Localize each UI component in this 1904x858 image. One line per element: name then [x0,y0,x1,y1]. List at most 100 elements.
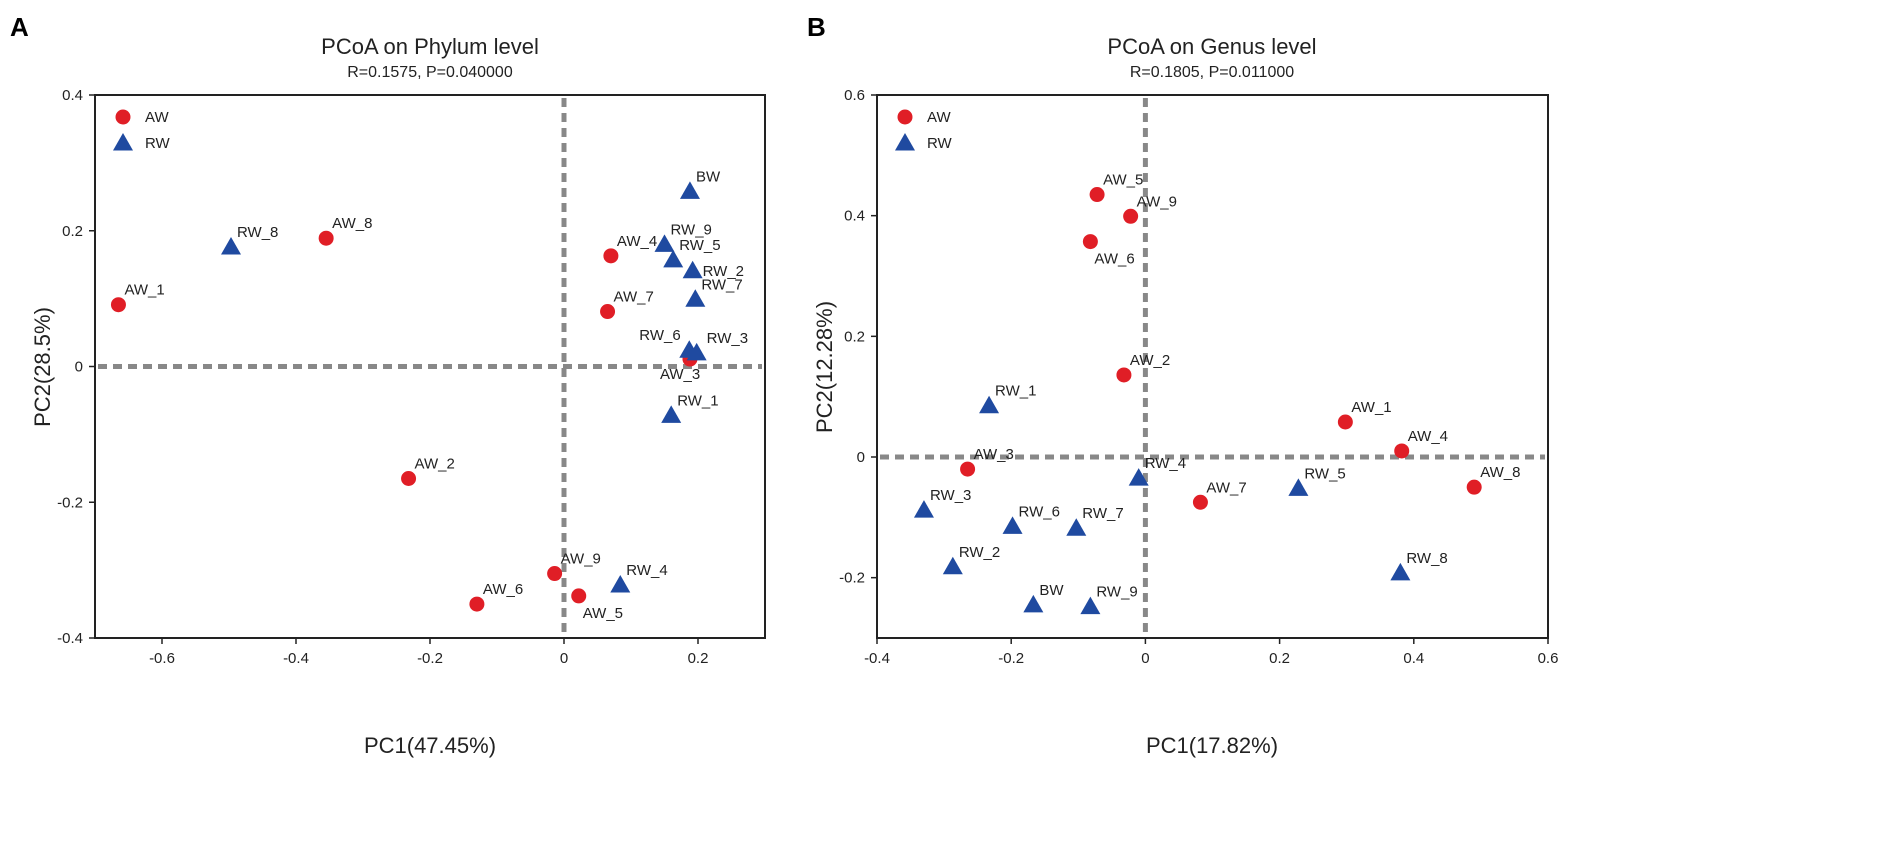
plot-area-a: -0.6 -0.4 -0.2 0 0.2 -0.4 -0.2 0 0.2 0.4 AW_1 AW_8 A… [57,87,766,667]
y-tick-label: 0 [75,359,83,376]
point-label: AW_4 [617,233,657,250]
plot-frame [876,94,1549,639]
legend-label-rw: RW [927,135,953,152]
x-axis-label-a: PC1(47.45%) [364,733,496,758]
x-tick-label: -0.2 [998,650,1024,667]
data-point-bw [1023,594,1044,613]
data-point-rw-4 [1128,468,1149,486]
point-label: AW_7 [1206,479,1246,496]
data-point-rw-1 [979,395,1000,414]
point-label: AW_8 [332,215,372,232]
y-tick-label: -0.4 [57,630,83,647]
legend-label-aw: AW [145,109,169,126]
data-point-rw-9 [1080,596,1101,615]
y-tick-label: -0.2 [57,494,83,511]
x-tick-label: 0 [1141,650,1149,667]
data-point-rw-3 [913,500,934,518]
legend-label-aw: AW [927,109,951,126]
data-point-aw-7 [1192,494,1208,510]
data-point-aw-9 [547,566,563,582]
data-point-rw-7 [1066,518,1087,536]
y-tick-label: 0 [857,449,865,466]
panel-letter-a: A [10,12,29,42]
point-label: AW_9 [561,551,601,568]
point-label: RW_7 [1082,505,1123,522]
data-point-rw-9 [654,234,675,252]
y-axis-label-a: PC2(28.5%) [30,307,55,427]
x-tick-label: 0 [560,650,568,667]
data-point-aw-2 [1116,367,1132,383]
data-point-aw-8 [318,230,334,246]
data-point-aw-9 [1123,208,1139,224]
y-tick-label: -0.2 [839,570,865,587]
point-label: RW_1 [995,383,1036,400]
point-label: AW_2 [415,455,455,472]
point-label: RW_2 [959,544,1000,561]
y-tick-label: 0.6 [844,87,865,104]
point-label: RW_4 [626,562,667,579]
data-point-rw-8 [1390,562,1411,581]
point-label: AW_8 [1480,464,1520,481]
point-label: BW [1039,582,1064,599]
point-label: AW_9 [1137,193,1177,210]
y-tick-label: 0.4 [62,87,83,104]
x-tick-label: 0.4 [1403,650,1424,667]
chart-subtitle-b: R=0.1805, P=0.011000 [1130,64,1294,81]
point-label: RW_2 [703,263,744,280]
point-label: AW_2 [1130,352,1170,369]
data-point-rw-5 [1288,478,1309,496]
data-point-aw-1 [1337,414,1353,430]
point-label: RW_3 [707,330,748,347]
x-tick-label: -0.4 [283,650,309,667]
point-label: AW_6 [483,581,523,598]
data-point-aw-5 [571,588,587,604]
point-label: RW_7 [701,276,742,293]
data-point-bw [679,181,700,199]
point-label: AW_4 [1408,428,1448,445]
data-point-aw-6 [469,596,485,612]
point-label: RW_4 [1145,455,1186,472]
point-label: AW_5 [1103,172,1143,189]
point-label: RW_6 [1019,503,1060,520]
x-axis-label-b: PC1(17.82%) [1146,733,1278,758]
plot-area-b: -0.4 -0.2 0 0.2 0.4 0.6 -0.2 0 0.2 0.4 0.6 AW_5 AW_9… [839,87,1558,667]
x-tick-label: -0.4 [864,650,890,667]
legend-marker-rw [113,133,133,151]
data-point-aw-7 [600,304,616,320]
point-label: RW_9 [1096,584,1137,601]
point-label: AW_5 [583,605,623,622]
data-point-rw-3 [686,342,707,361]
x-tick-label: -0.2 [417,650,443,667]
data-point-aw-4 [1394,443,1410,459]
y-tick-label: 0.4 [844,208,865,225]
point-label: RW_6 [639,327,680,344]
legend-marker-aw [115,109,131,125]
data-point-rw-1 [661,405,682,423]
point-label: RW_8 [1406,550,1447,567]
x-tick-label: -0.6 [149,650,175,667]
data-point-aw-5 [1089,187,1105,203]
data-point-aw-1 [110,297,126,313]
panel-a: A PCoA on Phylum level R=0.1575, P=0.040… [10,12,766,758]
x-tick-label: 0.2 [1269,650,1290,667]
data-point-rw-7 [685,289,706,307]
x-tick-label: 0.6 [1538,650,1559,667]
y-tick-label: 0.2 [62,223,83,240]
data-point-aw-2 [401,470,417,486]
point-label: AW_7 [614,289,654,306]
panel-b: B PCoA on Genus level R=0.1805, P=0.0110… [807,12,1558,758]
y-tick-label: 0.2 [844,328,865,345]
point-label: AW_1 [1351,399,1391,416]
data-point-rw-5 [663,249,684,268]
data-point-rw-2 [682,260,703,279]
data-point-rw-6 [1002,516,1023,534]
data-point-rw-2 [942,556,963,575]
data-point-aw-3 [960,461,976,477]
point-label: AW_3 [974,446,1014,463]
point-label: RW_3 [930,487,971,504]
chart-subtitle-a: R=0.1575, P=0.040000 [347,64,513,81]
chart-title-a: PCoA on Phylum level [321,34,539,59]
legend-label-rw: RW [145,135,171,152]
point-label: AW_6 [1094,251,1134,268]
